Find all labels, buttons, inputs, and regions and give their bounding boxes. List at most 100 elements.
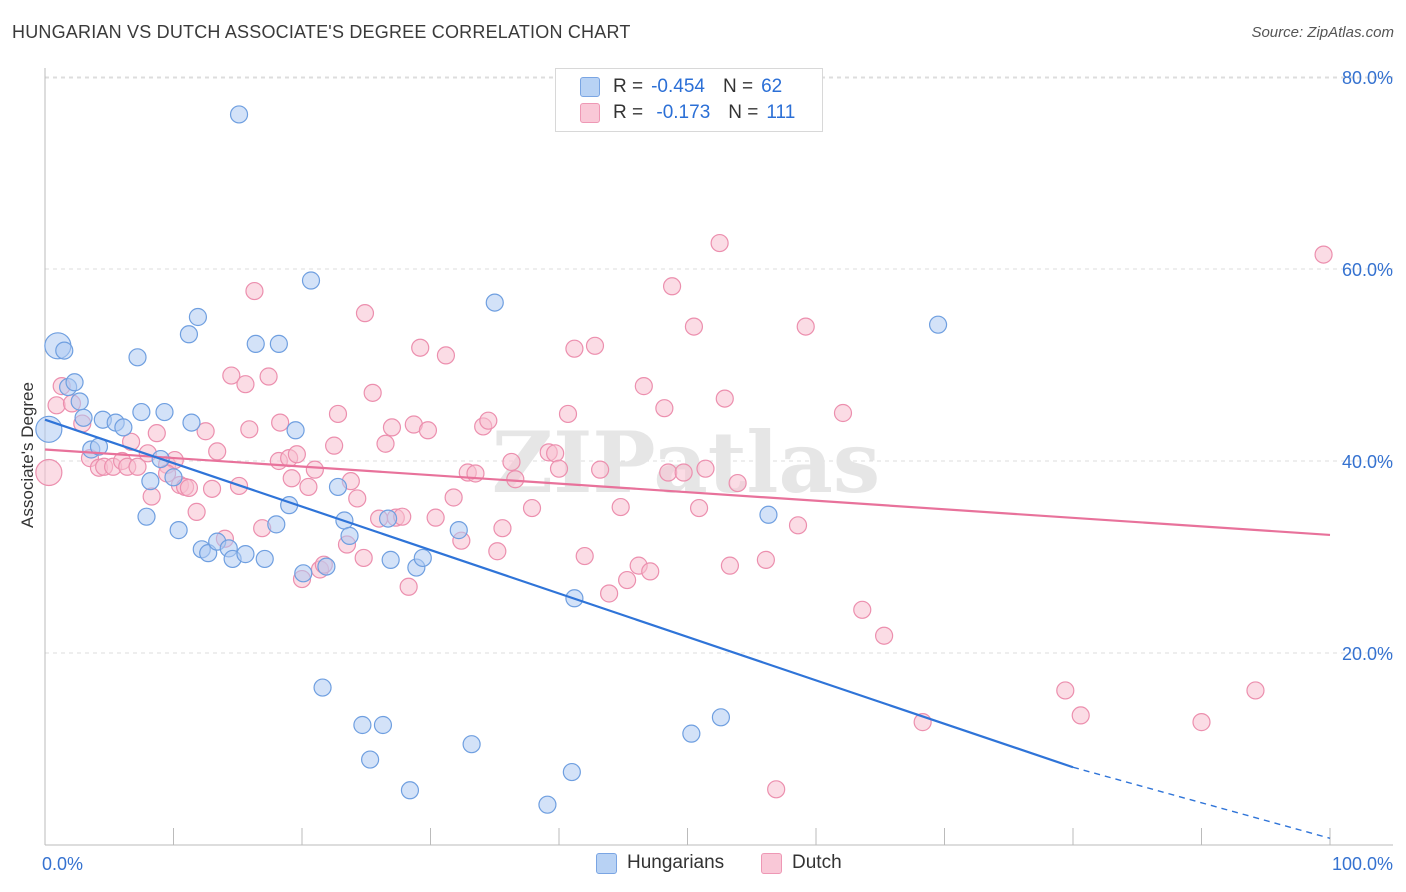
dutch-point — [240, 420, 259, 439]
hungarians-label: Hungarians — [627, 852, 725, 873]
x-tick-label-min: 0.0% — [42, 854, 83, 874]
dutch-point — [833, 403, 853, 423]
legend-swatch-blue — [580, 77, 600, 97]
legend-n-value: 111 — [766, 102, 796, 123]
dutch-point — [271, 413, 290, 432]
hungarian-point — [255, 549, 274, 569]
hungarian-point — [928, 315, 948, 334]
dutch-label: Dutch — [792, 852, 842, 873]
legend-row-hungarians: R = -0.454 N = 62 — [580, 75, 782, 99]
dutch-point — [245, 281, 264, 301]
hungarian-point — [353, 715, 372, 735]
dutch-point — [488, 542, 507, 561]
y-tick-label: 40.0% — [1342, 452, 1393, 472]
dutch-point — [418, 421, 438, 440]
legend-item-dutch[interactable]: Dutch — [761, 852, 842, 874]
legend-r-value: -0.454 — [651, 76, 705, 97]
dutch-point — [147, 424, 166, 443]
hungarian-point — [246, 334, 265, 353]
y-tick-label: 80.0% — [1342, 68, 1393, 88]
hungarian-trend-extension — [1072, 766, 1331, 839]
dutch-point — [618, 570, 637, 590]
correlation-legend: R = -0.454 N = 62 R = -0.173 N = 111 — [555, 68, 823, 132]
dutch-point — [354, 548, 373, 568]
hungarian-point — [373, 715, 393, 735]
hungarian-point — [188, 307, 208, 327]
dutch-point — [502, 452, 521, 472]
hungarian-point — [317, 557, 336, 576]
axes — [44, 68, 1393, 846]
dutch-point — [720, 556, 740, 575]
dutch-trend-line — [44, 448, 1331, 537]
legend-swatch-pink — [580, 103, 600, 123]
dutch-point — [426, 508, 445, 527]
tick-labels: 20.0% 40.0% 60.0% 80.0% 0.0% 100.0% — [42, 68, 1393, 874]
hungarian-point — [682, 724, 701, 743]
dutch-point — [875, 626, 894, 645]
hungarian-point — [381, 550, 400, 569]
dutch-point — [549, 459, 569, 478]
hungarian-point — [65, 373, 84, 392]
dutch-point — [196, 422, 215, 441]
dutch-point — [767, 780, 786, 799]
dutch-point — [355, 304, 375, 323]
legend-n-label: N = — [722, 76, 754, 97]
gridlines — [45, 76, 1393, 654]
dutch-point — [1314, 245, 1333, 264]
x-tick-label-max: 100.0% — [1332, 854, 1393, 874]
dutch-point — [1192, 713, 1211, 732]
hungarians-swatch — [596, 852, 617, 874]
hungarian-point — [313, 678, 332, 697]
hungarian-point — [114, 418, 133, 437]
dutch-point — [299, 477, 318, 497]
hungarian-point — [269, 334, 288, 353]
hungarian-point — [74, 408, 93, 427]
hungarian-point — [711, 708, 731, 727]
hungarian-point — [462, 735, 481, 754]
hungarian-point — [182, 413, 201, 432]
hungarian-point — [538, 795, 557, 814]
hungarian-point — [137, 507, 156, 526]
dutch-point — [558, 404, 578, 424]
y-axis-label: Associate's Degree — [18, 382, 37, 528]
dutch-point — [282, 469, 301, 488]
hungarian-point — [562, 762, 581, 782]
dutch-point — [641, 562, 660, 581]
hungarian-point — [169, 521, 188, 540]
dutch-point — [565, 339, 584, 358]
dutch-point — [662, 277, 682, 296]
legend-item-hungarians[interactable]: Hungarians — [596, 852, 724, 874]
hungarian-point — [236, 545, 255, 564]
hungarian-point — [179, 325, 199, 344]
dutch-point — [659, 463, 678, 482]
dutch-point — [47, 396, 66, 415]
dutch-point — [655, 399, 674, 418]
hungarian-point — [70, 392, 89, 411]
dutch-point — [35, 458, 63, 487]
watermark: ZIPatlas — [492, 413, 880, 512]
hungarian-point — [400, 781, 420, 800]
hungarian-trend-line — [44, 418, 1074, 769]
dutch-point — [202, 479, 222, 498]
hungarian-point — [155, 402, 174, 422]
dutch-point — [546, 444, 565, 463]
dutch-point — [756, 550, 775, 569]
hungarian-point — [301, 271, 321, 290]
dutch-point — [506, 470, 525, 489]
dutch-point — [436, 346, 456, 365]
legend-n-label: N = — [728, 102, 759, 123]
dutch-point — [236, 375, 255, 394]
dutch-point — [187, 502, 206, 521]
dutch-point — [411, 338, 430, 357]
dutch-point — [710, 233, 729, 253]
dutch-point — [1056, 681, 1075, 700]
hungarian-point — [132, 402, 151, 422]
hungarian-point — [286, 421, 305, 440]
chart-title: HUNGARIAN VS DUTCH ASSOCIATE'S DEGREE CO… — [12, 22, 631, 42]
source-credit: Source: ZipAtlas.com — [1251, 24, 1394, 41]
dutch-point — [634, 377, 653, 396]
dutch-point — [479, 411, 498, 430]
dutch-point — [208, 442, 227, 461]
dutch-point — [689, 498, 709, 518]
